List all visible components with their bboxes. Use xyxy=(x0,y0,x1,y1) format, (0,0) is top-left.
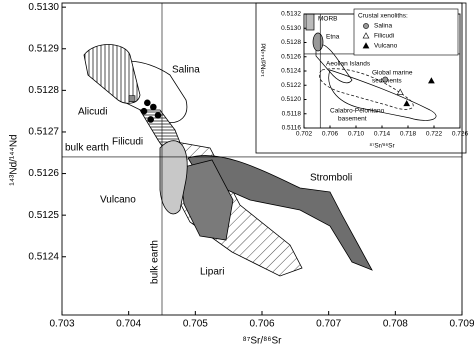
sediment-field xyxy=(318,68,414,110)
aeolian-field xyxy=(315,43,353,84)
annotation: Global marine xyxy=(372,70,413,77)
point xyxy=(128,95,136,102)
y-tick-label: 0.5126 xyxy=(281,53,301,60)
x-tick-label: 0.705 xyxy=(183,319,208,330)
dark-field xyxy=(179,159,234,241)
x-tick-label: 0.708 xyxy=(383,319,408,330)
alicudi-field xyxy=(83,44,141,104)
x-tick-label: 0.714 xyxy=(374,131,391,138)
point xyxy=(147,116,154,123)
x-tick-label: 0.726 xyxy=(452,131,469,138)
etna-field xyxy=(312,32,324,52)
point xyxy=(150,103,157,111)
y-tick-label: 0.5132 xyxy=(281,11,301,18)
annotation: Filicudi xyxy=(112,137,143,148)
y-tick-label: 0.5128 xyxy=(281,39,301,46)
y-tick-label: 0.5124 xyxy=(28,251,59,262)
point xyxy=(428,77,435,84)
annotation: Alicudi xyxy=(78,107,107,118)
y-tick-label: 0.5118 xyxy=(282,110,302,117)
reference-label: bulk earth xyxy=(65,143,109,154)
point xyxy=(144,99,151,107)
y-tick-label: 0.5120 xyxy=(281,96,301,103)
x-tick-label: 0.706 xyxy=(249,319,274,330)
y-tick-label: 0.5122 xyxy=(281,82,301,89)
y-tick-label: 0.5128 xyxy=(28,85,59,96)
x-tick-label: 0.718 xyxy=(400,131,417,138)
legend-title: Crustal xenoliths: xyxy=(358,13,408,20)
calabro-field xyxy=(328,69,437,121)
legend-label: Salina xyxy=(374,23,392,30)
annotation: Aeolian Islands xyxy=(326,61,371,68)
x-tick-label: 0.706 xyxy=(322,131,339,138)
annotation: basement xyxy=(338,116,367,123)
y-axis-title: ¹⁴³Nd/¹⁴⁴Nd xyxy=(261,43,268,77)
point xyxy=(140,107,148,115)
main-labels: Alicudi Salina Filicudi Vulcano Strombol… xyxy=(9,65,353,347)
x-tick-label: 0.709 xyxy=(449,319,474,330)
y-tick-label: 0.5127 xyxy=(28,127,59,138)
y-tick-label: 0.5129 xyxy=(28,43,59,54)
annotation: Vulcano xyxy=(100,195,136,206)
annotation: Etna xyxy=(326,34,340,41)
x-tick-label: 0.722 xyxy=(426,131,443,138)
legend-label: Vulcano xyxy=(374,43,398,50)
x-tick-label: 0.704 xyxy=(116,319,141,330)
legend-marker xyxy=(362,42,370,49)
legend-frame xyxy=(353,8,459,56)
x-tick-label: 0.707 xyxy=(316,319,341,330)
x-tick-label: 0.702 xyxy=(296,131,313,138)
x-axis-title: ⁸⁷Sr/⁸⁶Sr xyxy=(369,143,395,150)
y-tick-label: 0.5130 xyxy=(28,2,59,13)
y-tick-label: 0.5116 xyxy=(282,125,302,132)
x-axis-title: ⁸⁷Sr/⁸⁶Sr xyxy=(243,336,283,347)
legend: Crustal xenoliths: Salina Filicudi Vulcano xyxy=(353,8,459,56)
point xyxy=(154,112,162,119)
reference-label: bulk earth xyxy=(150,240,161,284)
legend-marker xyxy=(362,32,370,39)
y-tick-label: 0.5130 xyxy=(281,25,301,32)
point xyxy=(396,88,404,95)
x-tick-label: 0.710 xyxy=(348,131,365,138)
vulcano-field xyxy=(159,140,188,215)
y-tick-label: 0.5124 xyxy=(281,68,301,75)
annotation: MORB xyxy=(318,16,338,23)
y-axis-title: ¹⁴³Nd/¹⁴⁴Nd xyxy=(9,134,20,185)
annotation: Lipari xyxy=(200,267,224,278)
y-tick-label: 0.5125 xyxy=(28,210,59,221)
annotation: Salina xyxy=(172,65,200,76)
legend-marker xyxy=(363,23,369,29)
annotation: Calabro-Peloritano xyxy=(330,108,385,115)
axes: 0.703 0.704 0.705 0.706 0.707 0.708 0.709 0.512… xyxy=(28,2,474,330)
legend-label: Filicudi xyxy=(374,33,394,40)
point xyxy=(403,100,411,107)
point xyxy=(382,76,389,83)
x-tick-label: 0.703 xyxy=(49,319,74,330)
y-tick-label: 0.5126 xyxy=(28,168,59,179)
annotation: Stromboli xyxy=(310,173,352,184)
morb-field xyxy=(305,13,315,31)
stromboli-field xyxy=(187,155,373,271)
regions xyxy=(83,44,373,277)
